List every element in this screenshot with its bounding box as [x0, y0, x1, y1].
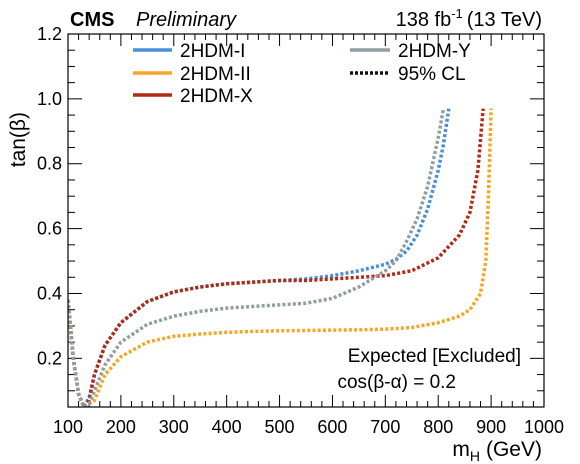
- x-tick-label: 600: [317, 417, 347, 437]
- y-tick-label: 0.2: [37, 348, 62, 368]
- x-tick-label: 1000: [524, 417, 564, 437]
- x-tick-label: 800: [423, 417, 453, 437]
- x-axis-title-sub: H: [470, 448, 480, 464]
- legend-label-95-cl: 95% CL: [398, 64, 466, 85]
- legend-label-2hdm-ii: 2HDM-II: [180, 64, 251, 85]
- lumi-exponent: -1: [451, 6, 463, 21]
- y-tick-label: 0.6: [37, 219, 62, 239]
- y-tick-label: 1.0: [37, 89, 62, 109]
- x-tick-label: 300: [159, 417, 189, 437]
- y-tick-label: 1.2: [37, 24, 62, 44]
- x-tick-label: 500: [265, 417, 295, 437]
- series-group: [68, 108, 493, 407]
- legend-label-2hdm-x: 2HDM-X: [180, 86, 253, 107]
- series-line-2hdm-y: [68, 108, 446, 407]
- plot-frame: [67, 33, 545, 408]
- x-axis-title-unit: (GeV): [486, 438, 542, 461]
- x-tick-label: 900: [476, 417, 506, 437]
- y-tick-label: 0.8: [37, 154, 62, 174]
- x-tick-label: 400: [212, 417, 242, 437]
- x-tick-label: 200: [106, 417, 136, 437]
- x-tick-label: 700: [370, 417, 400, 437]
- y-axis-title: tan(β): [7, 112, 30, 167]
- annotation-expected: Expected [Excluded]: [348, 346, 521, 367]
- annotation-cos-beta-alpha: cos(β-α) = 0.2: [337, 372, 456, 393]
- legend-label-2hdm-y: 2HDM-Y: [398, 41, 471, 62]
- status-label: Preliminary: [136, 9, 237, 31]
- legend-label-2hdm-i: 2HDM-I: [180, 41, 245, 62]
- x-axis-title-main: m: [452, 438, 470, 461]
- y-tick-label: 0.4: [37, 283, 62, 303]
- lumi-value: 138 fb: [396, 9, 452, 31]
- axis-tick-labels: 100 200 300 400 500 600 700 800 900 1000 0.2 0.4 0.6…: [37, 24, 564, 437]
- x-tick-label: 100: [53, 417, 83, 437]
- legend: 2HDM-I 2HDM-II 2HDM-X 2HDM-Y 95% CL: [133, 41, 471, 107]
- x-axis-title: mH (GeV): [452, 438, 542, 464]
- lumi-label: 138 fb-1 (13 TeV): [396, 6, 542, 31]
- energy-label: (13 TeV): [467, 9, 542, 31]
- experiment-label: CMS: [70, 9, 114, 31]
